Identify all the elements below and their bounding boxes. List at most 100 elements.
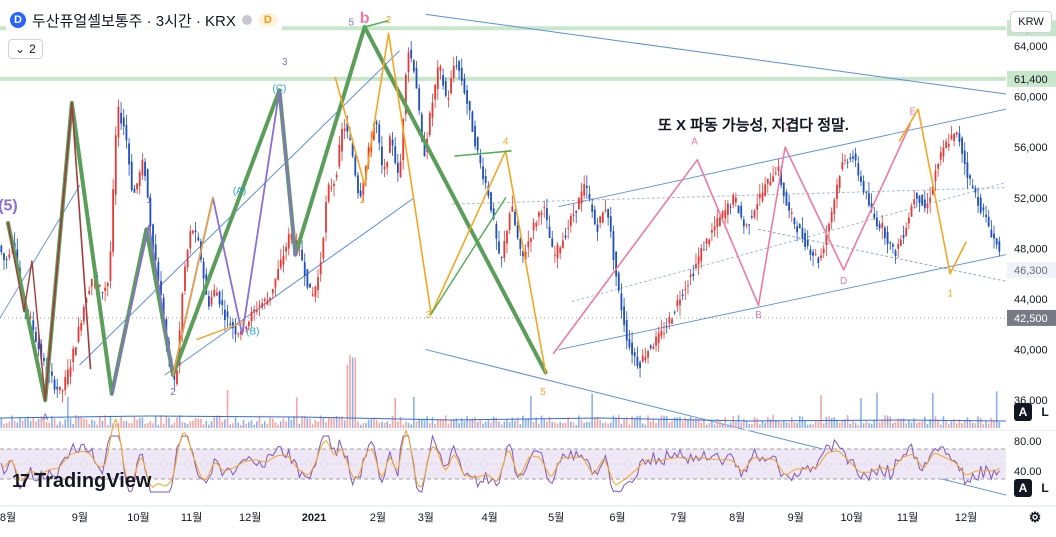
volume-bar xyxy=(51,416,53,428)
volume-bar xyxy=(264,421,266,428)
candle-body xyxy=(125,125,128,141)
volume-bar xyxy=(889,416,892,428)
candle-body xyxy=(921,194,924,206)
candle-body xyxy=(495,224,498,239)
volume-bar xyxy=(657,419,660,428)
candle-body xyxy=(173,374,176,380)
market-status-icon xyxy=(241,15,252,25)
candle-body xyxy=(500,256,503,258)
volume-bar xyxy=(189,421,192,428)
volume-bar xyxy=(293,416,295,428)
candle-body xyxy=(540,212,543,215)
x-tick-label-11: 7월 xyxy=(671,511,687,524)
candle-body xyxy=(673,311,676,313)
candle-body xyxy=(530,238,532,242)
volume-bar xyxy=(668,422,671,428)
volume-bar xyxy=(471,418,474,428)
symbol-header[interactable]: D 두산퓨얼셀보통주 · 3시간 · KRX D xyxy=(6,8,282,32)
candle-body xyxy=(958,133,961,142)
wave-orange-a xyxy=(172,197,214,376)
volume-bar xyxy=(719,420,721,428)
flag-channel-upper xyxy=(558,108,1007,208)
candle-body xyxy=(120,112,122,124)
volume-bar xyxy=(144,423,146,428)
volume-bar xyxy=(644,424,647,428)
volume-bar xyxy=(764,422,766,428)
volume-bar xyxy=(213,416,216,428)
volume-bar xyxy=(149,420,152,428)
candle-body xyxy=(993,233,995,239)
candle-body xyxy=(729,206,732,208)
volume-bar xyxy=(886,415,889,428)
candle-body xyxy=(349,138,351,140)
candle-body xyxy=(777,166,780,172)
currency-selector[interactable]: KRW xyxy=(1010,11,1052,33)
volume-bar xyxy=(290,419,293,428)
volume-bar xyxy=(963,420,966,428)
candle-body xyxy=(346,123,349,132)
candle-body xyxy=(258,305,261,307)
candle-body xyxy=(862,180,865,192)
volume-bar xyxy=(27,416,29,428)
volume-bar xyxy=(979,418,982,428)
candle-body xyxy=(591,204,594,212)
rsi-auto-scale-button[interactable]: A xyxy=(1014,479,1032,497)
candle-body xyxy=(758,194,761,198)
volume-bar xyxy=(788,422,790,428)
indicator-toggle[interactable]: ⌄ 2 xyxy=(8,39,43,59)
candle-body xyxy=(668,317,671,324)
candle-body xyxy=(569,215,572,226)
rsi-log-scale-button[interactable]: L xyxy=(1041,481,1049,495)
volume-bar xyxy=(729,422,732,428)
candle-body xyxy=(106,282,109,287)
candle-body xyxy=(476,137,479,151)
volume-bar xyxy=(237,422,239,428)
volume-bar xyxy=(311,424,314,428)
y-tick-label-4: 52,000 xyxy=(1014,193,1048,205)
candle-body xyxy=(692,273,695,277)
volume-bar xyxy=(295,397,298,428)
volume-bar xyxy=(652,418,655,428)
volume-bar xyxy=(708,423,711,428)
volume-bar xyxy=(43,418,45,428)
candle-body xyxy=(181,293,184,334)
volume-bar xyxy=(636,415,639,428)
wave-label-7: 3 xyxy=(426,310,432,321)
volume-bar xyxy=(75,415,77,428)
candle-body xyxy=(32,320,35,331)
volume-bar xyxy=(599,419,601,428)
candle-body xyxy=(617,272,620,291)
volume-bar xyxy=(860,398,862,428)
volume-bar xyxy=(99,415,101,428)
candle-body xyxy=(482,166,484,180)
candle-body xyxy=(814,253,817,255)
volume-bar xyxy=(697,417,700,428)
volume-bar xyxy=(615,417,617,428)
log-scale-button[interactable]: L xyxy=(1041,405,1049,419)
candle-body xyxy=(373,123,375,140)
volume-bar xyxy=(250,420,253,428)
volume-bar xyxy=(378,422,381,428)
volume-bar xyxy=(61,424,64,428)
settings-gear-icon[interactable]: ⚙ xyxy=(1028,508,1042,525)
volume-bar xyxy=(716,418,719,428)
volume-bar xyxy=(689,415,692,428)
data-badge[interactable]: D xyxy=(257,13,278,27)
volume-bar xyxy=(333,417,335,428)
symbol-title[interactable]: 두산퓨얼셀보통주 · 3시간 · KRX xyxy=(32,12,236,30)
candle-body xyxy=(463,78,466,94)
x-tick-label-8: 4월 xyxy=(482,511,498,524)
volume-bar xyxy=(40,416,43,428)
candle-body xyxy=(69,367,72,377)
volume-bar xyxy=(578,415,580,428)
candle-body xyxy=(439,66,442,71)
candle-body xyxy=(527,241,530,248)
volume-bar xyxy=(37,418,40,428)
candle-body xyxy=(216,292,218,296)
candle-body xyxy=(766,178,769,184)
volume-bar xyxy=(418,418,420,428)
auto-scale-button[interactable]: A xyxy=(1014,403,1032,421)
candle-body xyxy=(447,97,450,100)
